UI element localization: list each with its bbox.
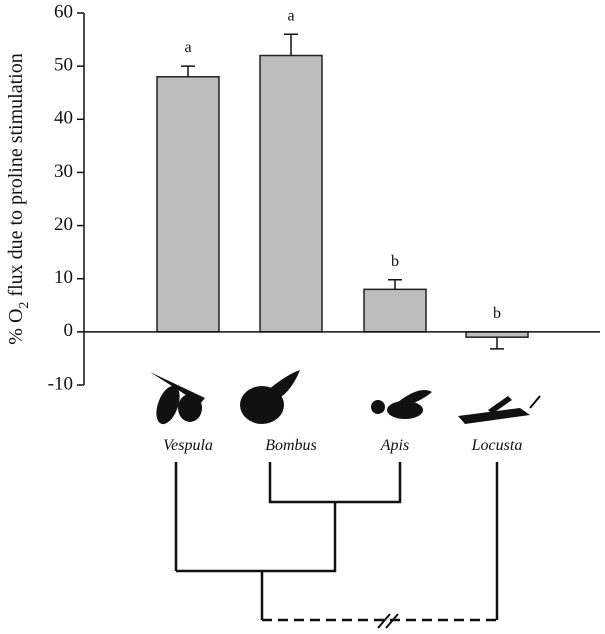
- bar: [259, 54, 323, 333]
- y-tick-label: 60: [54, 1, 73, 22]
- error-bar: [490, 337, 504, 350]
- bar: [363, 288, 427, 333]
- y-label-part: % O: [5, 309, 27, 345]
- bar: [156, 76, 220, 333]
- error-bar: [284, 33, 298, 56]
- significance-letter: a: [287, 7, 294, 24]
- y-label-sub: 2: [17, 302, 32, 309]
- y-tick-label: 50: [54, 55, 73, 76]
- y-tick-label: 10: [54, 267, 73, 288]
- error-bar: [181, 65, 195, 77]
- y-axis-label: % O2 flux due to proline stimulation: [5, 53, 32, 344]
- significance-letter: a: [184, 39, 191, 56]
- error-bar: [388, 279, 402, 290]
- y-tick-label: 30: [54, 161, 73, 182]
- x-tick-label: Locusta: [471, 437, 523, 454]
- x-tick-label: Vespula: [163, 437, 213, 454]
- significance-letter: b: [493, 305, 501, 322]
- y-tick-label: -10: [48, 373, 73, 394]
- y-tick-label: 20: [54, 214, 73, 235]
- x-tick-label: Apis: [380, 437, 409, 454]
- x-tick-label: Bombus: [265, 437, 317, 454]
- bar: [465, 331, 529, 338]
- phylogeny: [174, 462, 499, 629]
- significance-letter: b: [391, 253, 399, 270]
- y-tick-label: 0: [64, 320, 74, 341]
- y-tick-label: 40: [54, 108, 73, 129]
- y-label-part: flux due to proline stimulation: [5, 53, 27, 301]
- silhouettes: [150, 370, 541, 425]
